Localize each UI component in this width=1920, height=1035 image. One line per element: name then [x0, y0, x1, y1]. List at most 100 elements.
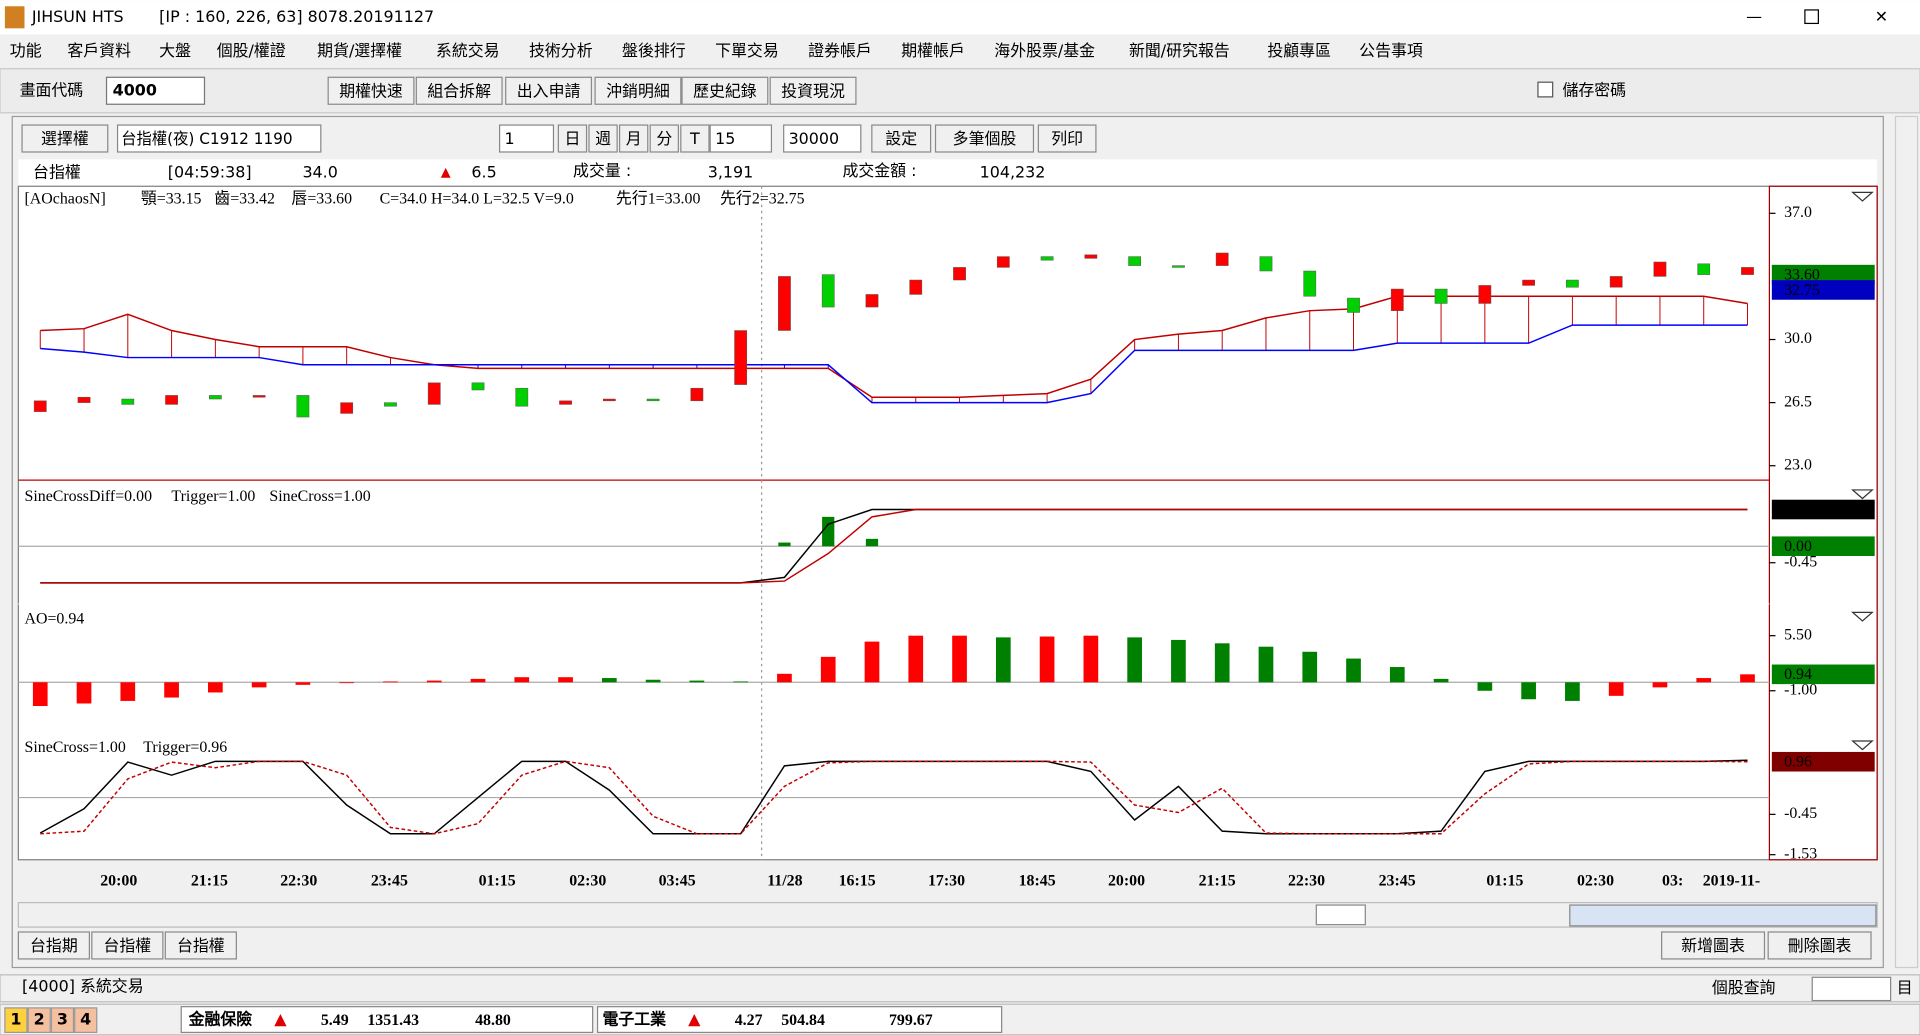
toolbar-button[interactable]: 沖銷明細	[606, 81, 670, 100]
menu-item[interactable]: 系統交易	[436, 41, 500, 60]
status-tab[interactable]: [4000] 系統交易	[22, 977, 144, 996]
interval[interactable]: 15	[715, 129, 735, 148]
chart-button-frame[interactable]	[1037, 124, 1097, 153]
interval-frame[interactable]	[709, 124, 773, 153]
page-tab-bg[interactable]	[50, 1007, 75, 1034]
period-button[interactable]: 日	[564, 129, 580, 148]
chart-tab[interactable]: 台指權	[177, 936, 225, 955]
toolbar-button-frame[interactable]	[505, 76, 593, 105]
code-input[interactable]	[105, 76, 206, 105]
toolbar-button-frame[interactable]	[327, 76, 415, 105]
menu-item[interactable]: 技術分析	[529, 41, 593, 60]
panel-menu[interactable]	[1851, 191, 1874, 202]
menu-item[interactable]: 海外股票/基金	[994, 41, 1095, 60]
ao-bar	[952, 635, 967, 683]
period-button-frame[interactable]	[557, 124, 588, 153]
page-number[interactable]: 1	[504, 129, 514, 148]
chart-action-frame[interactable]	[1767, 931, 1872, 960]
page-tab[interactable]: 4	[80, 1010, 91, 1029]
symbol[interactable]: 台指權(夜) C1912 1190	[121, 129, 292, 148]
menu-item[interactable]: 期權帳戶	[901, 41, 965, 60]
count-frame[interactable]	[783, 124, 862, 153]
menu-item[interactable]: 盤後排行	[622, 41, 686, 60]
menu-item[interactable]: 客戶資料	[67, 41, 131, 60]
ao-bar	[1740, 674, 1755, 683]
chart-tab[interactable]: 台指權	[103, 936, 151, 955]
menu-item[interactable]: 公告事項	[1359, 41, 1423, 60]
menu-item[interactable]: 功能	[10, 41, 42, 60]
chart-button-frame[interactable]	[871, 124, 932, 153]
page-tab-bg[interactable]	[27, 1007, 51, 1034]
chart-tab-frame[interactable]	[91, 931, 164, 960]
menu-item[interactable]: 下單交易	[715, 41, 779, 60]
period-button[interactable]: T	[689, 129, 700, 148]
code-value[interactable]: 4000	[113, 80, 157, 99]
ao-bar	[864, 641, 880, 683]
symbol-frame[interactable]	[116, 124, 322, 153]
menu-item[interactable]: 證券帳戶	[808, 41, 872, 60]
candle	[1653, 261, 1667, 277]
save-check[interactable]	[1537, 81, 1554, 98]
toolbar-button[interactable]: 期權快速	[339, 81, 403, 100]
nav-buttons[interactable]	[1569, 904, 1877, 927]
h-scroll[interactable]	[17, 901, 1878, 928]
page-tab[interactable]: 3	[57, 1010, 68, 1029]
minimize[interactable]: —	[1746, 7, 1762, 26]
page-tab[interactable]: 2	[34, 1010, 45, 1029]
panel-menu[interactable]	[1851, 740, 1874, 751]
chart-action-frame[interactable]	[1661, 931, 1766, 960]
period-button[interactable]: 分	[656, 129, 672, 148]
candle	[1566, 279, 1579, 288]
page-tab-bg[interactable]	[4, 1007, 28, 1034]
x-label: 17:30	[928, 872, 965, 889]
menu-item[interactable]: 個股/權證	[217, 41, 286, 60]
candle	[1215, 252, 1229, 266]
period-button-frame[interactable]	[618, 124, 649, 153]
chart-button[interactable]: 設定	[885, 129, 917, 148]
period-button-frame[interactable]	[649, 124, 679, 153]
chart-action[interactable]: 刪除圖表	[1788, 936, 1852, 955]
search-field[interactable]: 目	[1897, 978, 1913, 997]
candle	[1522, 279, 1535, 286]
toolbar-button[interactable]: 投資現況	[781, 81, 845, 100]
menu-item[interactable]: 期貨/選擇權	[317, 41, 402, 60]
toolbar-button-frame[interactable]	[769, 76, 857, 105]
zoom-box[interactable]	[1315, 904, 1366, 926]
menu-item[interactable]: 新聞/研究報告	[1129, 41, 1230, 60]
x-label: 22:30	[1288, 872, 1325, 889]
v-scroll[interactable]	[1894, 115, 1919, 969]
selector[interactable]: 選擇權	[41, 129, 89, 148]
toolbar-button-frame[interactable]	[415, 76, 503, 105]
period-button[interactable]: 月	[626, 129, 642, 148]
panel-menu[interactable]	[1851, 611, 1874, 622]
toolbar-button[interactable]: 出入申請	[517, 81, 581, 100]
page-frame[interactable]	[498, 124, 555, 153]
toolbar-button-frame[interactable]	[681, 76, 769, 105]
count[interactable]: 30000	[789, 129, 840, 148]
close[interactable]: ✕	[1875, 7, 1888, 26]
toolbar-button-frame[interactable]	[594, 76, 682, 105]
x-label: 02:30	[1577, 872, 1614, 889]
page-tab[interactable]: 1	[10, 1010, 21, 1029]
page-tab-bg[interactable]	[74, 1007, 98, 1034]
period-button[interactable]: 週	[595, 129, 611, 148]
selector-frame[interactable]	[21, 124, 109, 153]
search-box[interactable]	[1811, 976, 1892, 1002]
menu-item[interactable]: 大盤	[159, 41, 191, 60]
chart-tab-frame[interactable]	[17, 931, 90, 960]
value-tag	[1771, 499, 1875, 520]
period-button-frame[interactable]	[588, 124, 618, 153]
panel-menu[interactable]	[1851, 489, 1874, 500]
chart-tab-frame[interactable]	[164, 931, 237, 960]
chart-button[interactable]: 多筆個股	[953, 129, 1017, 148]
toolbar-button[interactable]: 歷史紀錄	[693, 81, 757, 100]
toolbar-button[interactable]: 組合拆解	[427, 81, 491, 100]
period-button-frame[interactable]	[680, 124, 710, 153]
restore[interactable]	[1804, 9, 1819, 25]
chart-tab[interactable]: 台指期	[30, 936, 78, 955]
chart-action[interactable]: 新增圖表	[1681, 936, 1745, 955]
ao-bar	[426, 680, 442, 683]
chart-button-frame[interactable]	[934, 124, 1035, 153]
chart-button[interactable]: 列印	[1051, 129, 1083, 148]
menu-item[interactable]: 投顧專區	[1267, 41, 1331, 60]
